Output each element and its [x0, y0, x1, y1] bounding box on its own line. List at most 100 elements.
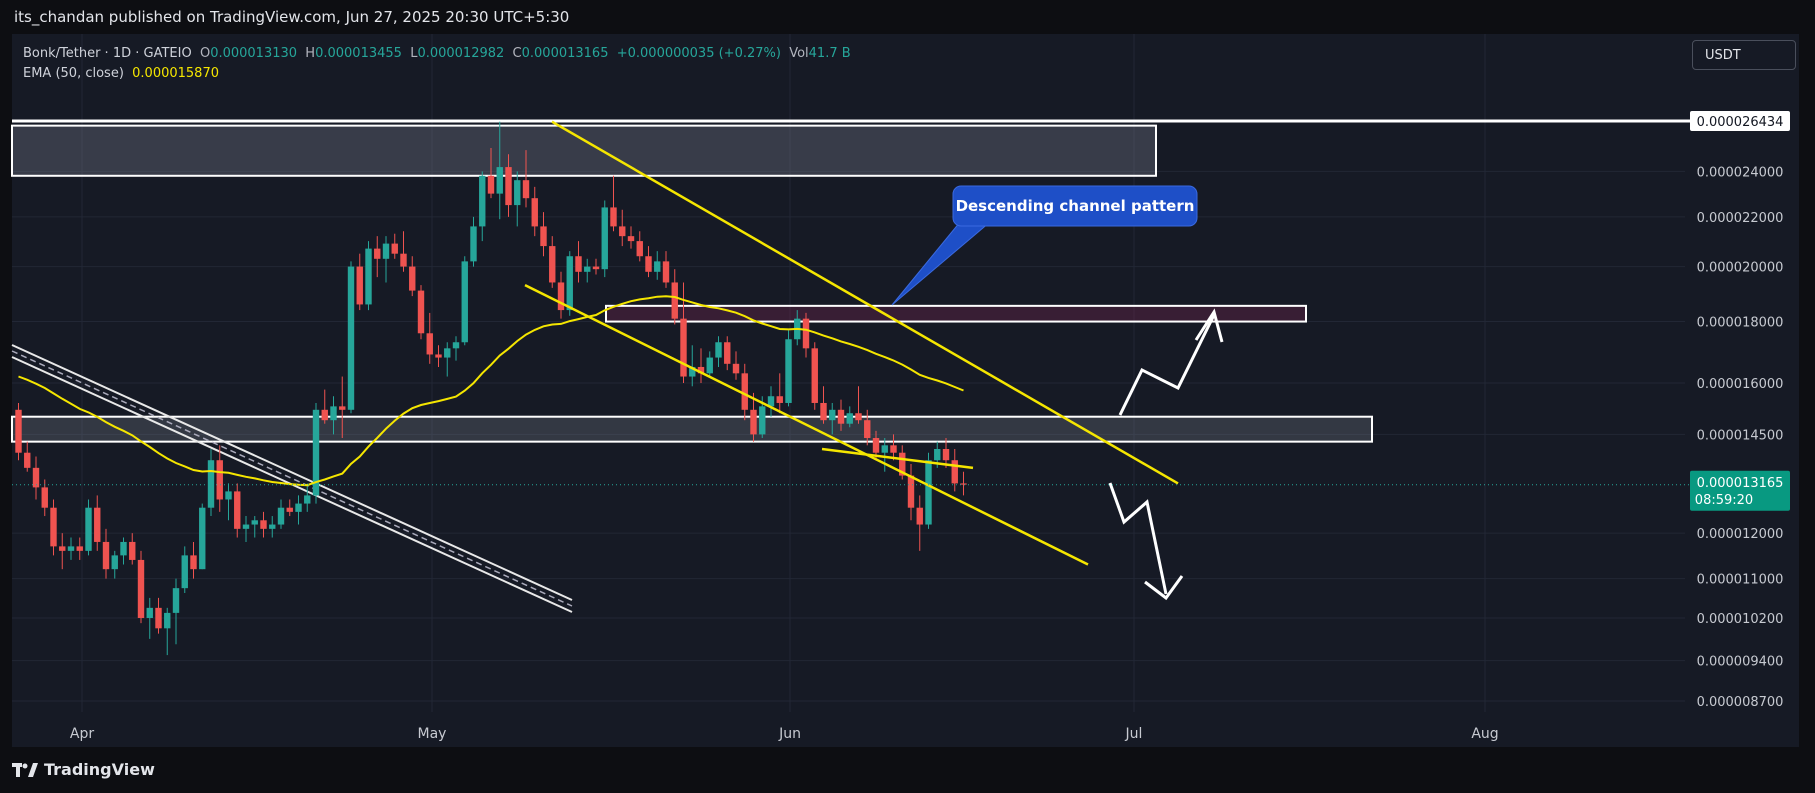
low-value: 0.000012982	[417, 46, 505, 61]
x-tick-label: Jun	[778, 726, 801, 742]
y-tick-label: 0.000008700	[1697, 695, 1784, 710]
candle-body	[356, 266, 363, 305]
candle-body	[829, 409, 836, 421]
candle-body	[855, 413, 862, 421]
bullish-arrow-path	[1118, 314, 1216, 416]
ohlc-row: Bonk/Tether · 1D · GATEIO O0.000013130 H…	[23, 44, 851, 64]
bullish-arrow-head	[1194, 308, 1224, 343]
callout-box	[952, 185, 1198, 227]
candle-body	[190, 555, 197, 570]
bearish-arrow-path	[1108, 482, 1168, 595]
callout-group: Descending channel pattern	[891, 185, 1198, 306]
y-tick-label: 0.000016000	[1697, 377, 1784, 392]
candle-body	[750, 409, 757, 435]
candle-body	[645, 256, 652, 272]
candle-body	[339, 406, 346, 410]
candle-body	[592, 266, 600, 270]
support-zone	[11, 415, 1373, 443]
y-tick-label: 0.000010200	[1697, 612, 1784, 627]
candle-body	[417, 290, 425, 334]
candle-body	[321, 409, 328, 421]
candle-body	[916, 507, 923, 525]
candle-body	[601, 207, 608, 270]
candle-body	[776, 396, 783, 403]
candle-body	[277, 507, 285, 525]
channel-upper-line	[551, 120, 1179, 485]
candle-body	[111, 555, 118, 570]
y-tick-label: 0.000020000	[1697, 261, 1784, 276]
candle-body	[479, 175, 486, 227]
bearish-arrow-head	[1144, 575, 1184, 601]
y-tick-label: 0.000026434	[1697, 115, 1784, 130]
channel-lower-line	[524, 284, 1089, 566]
candle-body	[522, 180, 530, 199]
candle-body	[426, 333, 433, 355]
candle-body	[496, 167, 503, 194]
candle-body	[899, 452, 906, 476]
channel-band-mid	[11, 350, 573, 607]
candle-body	[724, 342, 731, 364]
candle-body	[391, 243, 398, 254]
y-tick-label: 0.000012000	[1697, 527, 1784, 542]
candle-body	[435, 354, 442, 358]
candle-body	[741, 373, 748, 410]
open-label: O	[199, 46, 211, 61]
candle-body	[120, 541, 127, 556]
candle-body	[24, 452, 31, 468]
candle-body	[286, 507, 293, 512]
candle-body	[942, 449, 950, 461]
candle-body	[41, 487, 48, 508]
candle-body	[820, 402, 827, 421]
candle-body	[531, 198, 538, 227]
candle-body	[671, 282, 678, 319]
candle-body	[767, 396, 775, 407]
high-label: H	[305, 46, 316, 61]
y-tick-label: 0.000009400	[1697, 655, 1784, 670]
candle-body	[347, 266, 355, 410]
candle-body	[304, 495, 311, 504]
candle-body	[102, 541, 110, 570]
open-value: 0.000013130	[210, 46, 298, 61]
callout-text: Descending channel pattern	[956, 197, 1195, 215]
ema-label: EMA (50, close)	[23, 66, 124, 81]
candle-body	[242, 524, 250, 529]
candle-body	[32, 467, 40, 488]
candle-body	[811, 348, 818, 403]
candle-body	[146, 607, 153, 618]
candle-body	[627, 236, 635, 242]
candle-body	[697, 366, 705, 374]
countdown-label: 08:59:20	[1695, 493, 1753, 508]
candle-body	[680, 318, 687, 377]
candle-body	[662, 261, 670, 283]
candle-body	[934, 449, 941, 461]
candle-body	[689, 366, 696, 377]
y-axis: 0.000026434 0.000024000 0.000022000 0.00002…	[12, 111, 1790, 710]
candle-body	[409, 266, 416, 291]
candle-body	[575, 256, 582, 272]
candle-body	[951, 460, 958, 484]
ema-line	[18, 295, 964, 487]
candle-body	[234, 491, 241, 529]
price-tag-label: 0.000013165	[1697, 476, 1784, 491]
candle-body	[164, 612, 171, 629]
candle-body	[382, 243, 390, 259]
resistance-zone-top	[11, 124, 1157, 177]
candle-body	[452, 342, 460, 349]
y-tick-label: 0.000024000	[1697, 165, 1784, 180]
candle-body	[610, 207, 617, 227]
symbol-name[interactable]: Bonk/Tether · 1D · GATEIO	[23, 46, 192, 61]
currency-button[interactable]: USDT	[1692, 40, 1796, 70]
ema-value: 0.000015870	[132, 66, 219, 81]
ema-row: EMA (50, close) 0.000015870	[23, 64, 851, 84]
trendlines	[524, 120, 1179, 566]
grid	[12, 34, 1685, 712]
candle-body	[251, 520, 258, 525]
candle-body	[172, 588, 180, 613]
tradingview-brand[interactable]: TradingView	[12, 760, 155, 779]
y-tick-label: 0.000011000	[1697, 573, 1784, 588]
y-tick-label: 0.000014500	[1697, 428, 1784, 443]
candle-body	[129, 541, 136, 560]
chart-area[interactable]	[12, 34, 1799, 747]
x-tick-label: May	[418, 726, 447, 742]
